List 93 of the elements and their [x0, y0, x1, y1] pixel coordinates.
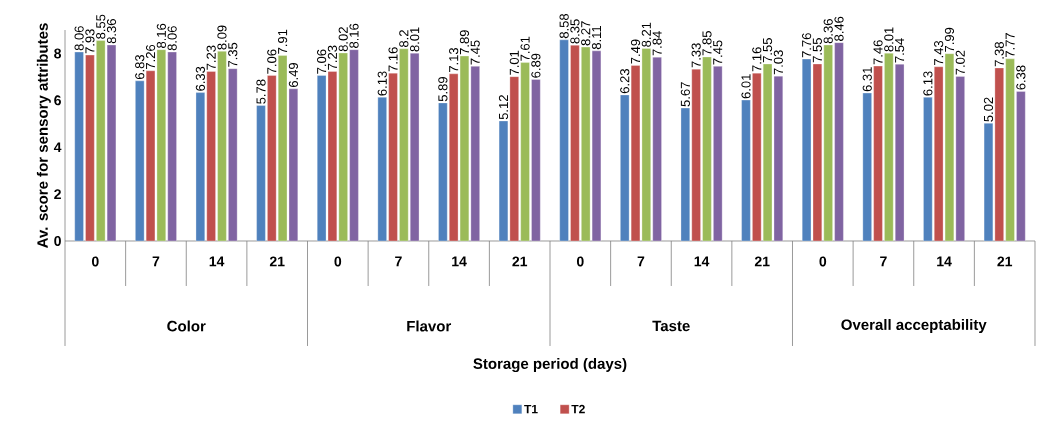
x-tick-label: 7 — [152, 256, 160, 267]
data-label: 7.02 — [955, 50, 965, 75]
data-label: 8.36 — [106, 19, 117, 44]
data-label: 8.46 — [834, 16, 844, 41]
data-label: 7.01 — [509, 50, 519, 75]
x-tick-label: 21 — [512, 256, 528, 267]
data-label: 7.13 — [449, 47, 459, 73]
data-label: 6.01 — [741, 74, 751, 99]
data-label: 7.77 — [1005, 33, 1015, 58]
data-label: 5.89 — [438, 77, 448, 102]
data-label: 7.35 — [228, 42, 238, 67]
data-label: 8.55 — [96, 14, 106, 39]
data-label: 7.76 — [802, 33, 812, 58]
x-tick-label: 7 — [880, 256, 887, 267]
data-label: 6.23 — [620, 69, 630, 94]
data-label: 7.06 — [317, 49, 327, 74]
x-tick-label: 21 — [754, 256, 770, 267]
x-tick-label: 14 — [937, 256, 952, 267]
data-label: 7.45 — [470, 40, 480, 65]
data-label: 7.26 — [145, 44, 156, 69]
data-label: 6.13 — [377, 71, 387, 96]
data-label: 7.43 — [934, 40, 944, 65]
data-label: 7.84 — [652, 31, 662, 56]
data-label: 7.91 — [277, 29, 288, 54]
x-tick-label: 21 — [269, 256, 285, 267]
data-label: 8.11 — [591, 26, 602, 50]
y-tick-label: 2 — [54, 189, 61, 199]
data-label: 7.16 — [388, 47, 398, 72]
data-label: 7.54 — [895, 38, 905, 63]
data-label: 8.16 — [156, 23, 166, 48]
data-label: 6.83 — [135, 54, 145, 80]
data-label: 7.61 — [520, 36, 530, 61]
data-label: 7.45 — [713, 40, 723, 65]
y-tick-label: 6 — [54, 95, 61, 106]
x-tick-label: 0 — [576, 256, 584, 267]
y-tick-label: 4 — [53, 142, 62, 153]
data-label: 6.89 — [531, 53, 541, 78]
data-label: 5.67 — [680, 82, 690, 107]
x-tick-label: 0 — [819, 256, 827, 267]
x-tick-label: 21 — [997, 256, 1013, 267]
legend-label: T2 — [571, 404, 585, 414]
data-label: 7.46 — [873, 40, 883, 65]
data-label: 6.49 — [288, 63, 298, 88]
legend-label: T1 — [524, 404, 538, 414]
data-label: 8.06 — [74, 26, 84, 51]
text: Overall acceptability — [841, 319, 987, 333]
data-label: 8.02 — [338, 27, 348, 52]
data-label: 7.85 — [702, 31, 712, 56]
data-label: 7.03 — [773, 50, 783, 75]
data-label: 8.09 — [217, 25, 227, 50]
text: Color — [167, 320, 206, 332]
data-label: 6.38 — [1016, 65, 1026, 90]
data-label: 8.35 — [570, 19, 580, 44]
data-label: 8.01 — [884, 27, 894, 52]
data-label: 6.13 — [923, 71, 933, 96]
data-label: 6.31 — [862, 67, 872, 92]
x-tick-label: 14 — [209, 256, 225, 267]
data-label: 7.33 — [691, 43, 701, 68]
text: Taste — [652, 320, 690, 332]
data-label: 5.12 — [498, 95, 509, 120]
data-label: 8.27 — [581, 21, 591, 46]
data-label: 7.89 — [459, 30, 470, 55]
data-label: 8.2 — [399, 30, 409, 48]
data-label: 7.38 — [994, 42, 1004, 67]
x-tick-label: 0 — [91, 256, 99, 267]
x-tick-label: 14 — [694, 256, 710, 267]
text: Storage period (days) — [473, 357, 627, 373]
y-tick-label: 0 — [54, 236, 61, 246]
data-label: 7.93 — [85, 29, 95, 54]
data-label: 8.58 — [559, 13, 569, 39]
data-label: 8.01 — [410, 27, 420, 52]
data-label: 7.49 — [630, 39, 641, 64]
data-label: 7.06 — [267, 49, 277, 74]
data-label: 8.21 — [641, 22, 651, 47]
data-label: 7.55 — [763, 38, 773, 63]
data-label: 7.99 — [944, 27, 955, 52]
data-label: 5.78 — [256, 79, 266, 104]
data-label: 8.36 — [823, 19, 833, 44]
x-tick-label: 0 — [334, 256, 342, 267]
data-label: 8.16 — [349, 23, 359, 48]
data-label: 6.33 — [195, 66, 205, 91]
data-label: 7.55 — [812, 38, 822, 63]
x-tick-label: 7 — [395, 256, 402, 267]
data-label: 7.23 — [327, 45, 338, 70]
data-label: 7.16 — [752, 47, 762, 72]
y-axis-title: Av. score for sensory attributes — [36, 23, 51, 248]
data-label: 5.02 — [983, 97, 994, 122]
data-label: 7.23 — [206, 45, 216, 70]
x-tick-label: 14 — [452, 256, 467, 267]
y-tick-label: 8 — [54, 48, 62, 59]
x-tick-label: 7 — [637, 256, 645, 267]
text: Flavor — [407, 320, 452, 332]
data-label: 8.06 — [167, 26, 177, 51]
